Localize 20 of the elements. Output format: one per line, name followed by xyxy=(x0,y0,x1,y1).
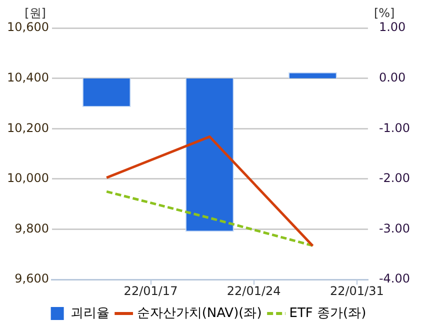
y2-tick-label: 1.00 xyxy=(378,20,406,34)
y2-tick-label: -3.00 xyxy=(378,221,410,236)
y-tick-label: 10,600 xyxy=(6,20,49,34)
x-tick-label: 22/01/31 xyxy=(330,284,384,298)
legend-label: 괴리율 xyxy=(70,306,110,321)
y-tick-label: 10,200 xyxy=(6,120,49,135)
y-tick-label: 9,600 xyxy=(14,272,49,286)
y2-tick-label: -1.00 xyxy=(378,120,410,135)
x-tick-label: 22/01/24 xyxy=(226,284,281,298)
y-tick-label: 10,400 xyxy=(6,70,49,84)
y-tick-label: 9,800 xyxy=(14,221,49,236)
x-tick-label: 22/01/17 xyxy=(124,284,178,298)
y-tick-label: 10,000 xyxy=(6,171,49,186)
y2-tick-label: 0.00 xyxy=(378,70,406,84)
legend-label: 순자산가치(NAV)(좌) xyxy=(136,306,262,321)
y2-axis-title: [%] xyxy=(374,6,395,20)
legend-label: ETF 종가(좌) xyxy=(289,306,366,321)
y-axis-title: [원] xyxy=(24,6,46,20)
y2-tick-label: -2.00 xyxy=(378,171,410,186)
y2-tick-label: -4.00 xyxy=(378,272,410,286)
